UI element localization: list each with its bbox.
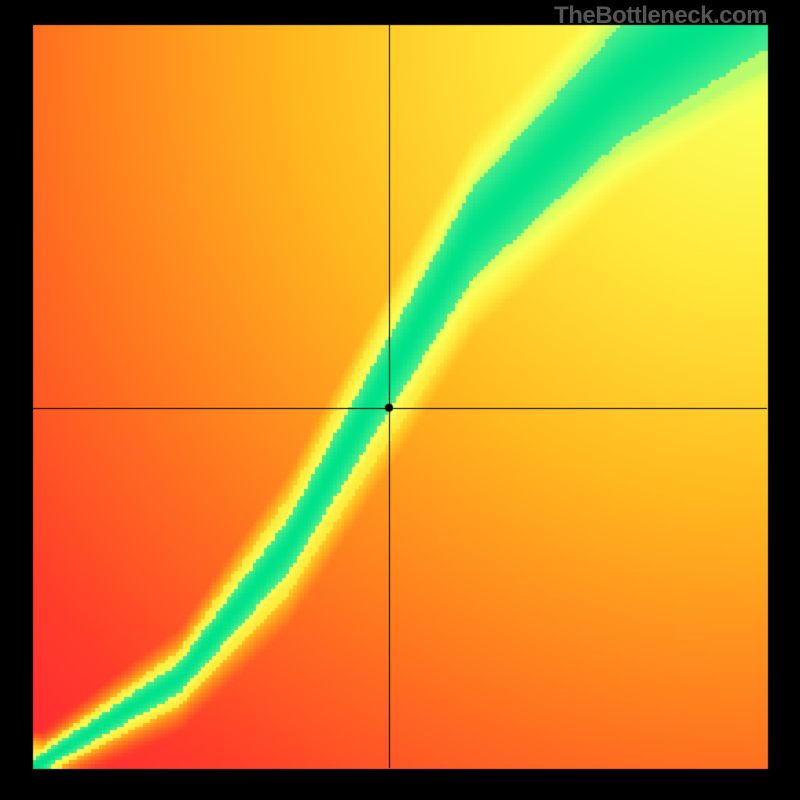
heatmap-canvas	[0, 0, 800, 800]
watermark-text: TheBottleneck.com	[554, 2, 767, 30]
chart-frame: TheBottleneck.com	[0, 0, 800, 800]
